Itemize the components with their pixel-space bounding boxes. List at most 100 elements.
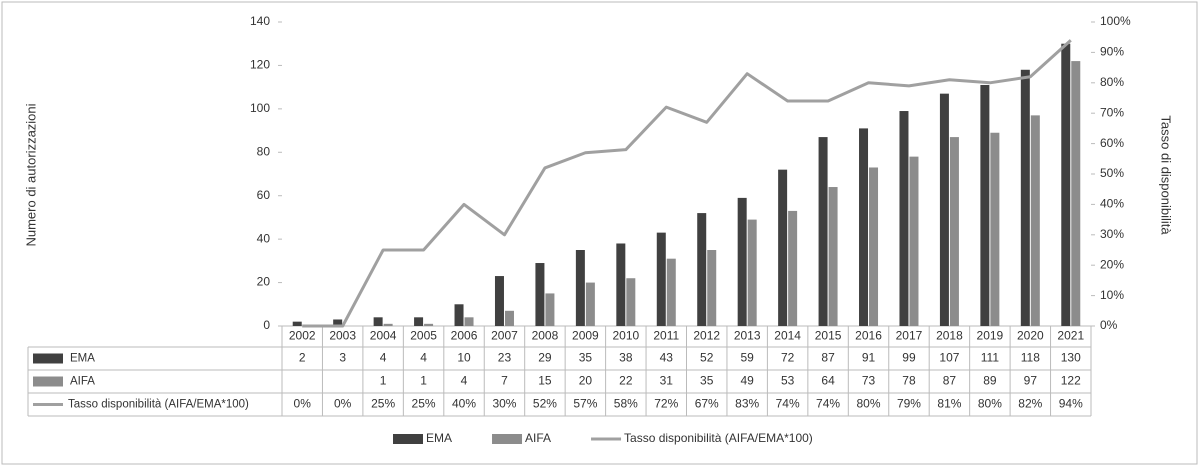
y2-tick-label: 70% [1100,105,1124,119]
x-tick-label: 2008 [532,329,559,343]
y2-tick-label: 0% [1100,318,1118,332]
x-tick-label: 2016 [855,329,882,343]
bar [859,128,869,326]
y2-tick-label: 40% [1100,197,1124,211]
table-cell: 91 [862,351,876,365]
y-tick-label: 0 [263,318,270,332]
bar [990,132,1000,326]
y-tick-label: 40 [257,231,271,245]
bar [383,323,393,326]
y-tick-label: 140 [250,14,270,28]
table-cell: 64 [821,374,835,388]
bar [1061,43,1071,326]
table-cell: 87 [943,374,957,388]
table-cell: 23 [498,351,512,365]
y-tick-label: 60 [257,188,271,202]
table-cell: 73 [862,374,876,388]
table-cell: 0% [334,397,352,411]
table-cell: 0% [294,397,312,411]
table-cell: 10 [457,351,471,365]
table-cell: 4 [461,374,468,388]
legend-key [393,434,423,444]
table-cell: 2 [299,351,306,365]
bar [1071,61,1081,326]
x-tick-label: 2002 [289,329,316,343]
table-cell: 40% [452,397,476,411]
bar [666,258,676,326]
bar [656,232,666,326]
table-cell: 43 [660,351,674,365]
x-tick-label: 2005 [410,329,437,343]
table-cell: 78 [902,374,916,388]
bar [909,156,919,326]
bar [778,169,788,326]
bar [1020,69,1030,327]
bar [980,84,990,326]
bar [575,250,585,326]
bar [626,278,636,326]
table-row-label: AIFA [70,376,95,388]
bar [292,321,302,326]
table-cell: 118 [1021,351,1040,365]
table-row-label: EMA [70,353,95,365]
x-tick-label: 2020 [1017,329,1044,343]
table-row-label: Tasso disponibilità (AIFA/EMA*100) [68,399,249,411]
legend-label: EMA [426,431,452,445]
x-tick-label: 2014 [774,329,801,343]
x-tick-label: 2015 [815,329,842,343]
bar [828,187,838,326]
table-cell: 4 [380,351,387,365]
bar [494,276,504,326]
x-tick-label: 2012 [693,329,720,343]
table-cell: 59 [740,351,754,365]
bar [535,263,545,326]
table-cell: 99 [902,351,916,365]
table-cell: 30% [492,397,516,411]
table-cell: 29 [538,351,552,365]
x-tick-label: 2003 [329,329,356,343]
y2-tick-label: 100% [1100,14,1131,28]
table-cell: 80% [857,397,881,411]
x-tick-label: 2010 [612,329,639,343]
bar [464,317,474,326]
y2-tick-label: 10% [1100,288,1124,302]
legend-key [492,434,523,444]
bar [747,219,757,326]
table-cell: 57% [573,397,597,411]
bar [1030,115,1040,326]
bar [616,243,626,326]
legend-key [33,376,63,387]
y-tick-label: 80 [257,144,271,158]
table-cell: 94% [1059,397,1083,411]
table-cell: 58% [614,397,638,411]
y-tick-label: 120 [250,58,270,72]
table-cell: 1 [380,374,387,388]
x-tick-label: 2007 [491,329,518,343]
y2-tick-label: 60% [1100,136,1124,150]
table-cell: 38 [619,351,633,365]
table-cell: 53 [781,374,795,388]
table-cell: 83% [735,397,759,411]
y2-tick-label: 50% [1100,166,1124,180]
bar [788,210,798,326]
y2-tick-label: 80% [1100,75,1124,89]
x-tick-label: 2009 [572,329,599,343]
bar [414,317,424,326]
bar [707,250,717,326]
bar [869,167,879,326]
y2-tick-label: 20% [1100,257,1124,271]
table-cell: 4 [420,351,427,365]
legend-label: Tasso disponibilità (AIFA/EMA*100) [624,431,813,445]
table-cell: 97 [1024,374,1038,388]
table-cell: 89 [983,374,997,388]
bar [697,213,707,326]
y-tick-label: 20 [257,275,271,289]
table-cell: 111 [981,351,1000,365]
table-cell: 35 [579,351,593,365]
bar [585,282,595,326]
table-cell: 20 [579,374,593,388]
table-cell: 49 [740,374,754,388]
bar [737,197,747,326]
bar [818,137,828,326]
